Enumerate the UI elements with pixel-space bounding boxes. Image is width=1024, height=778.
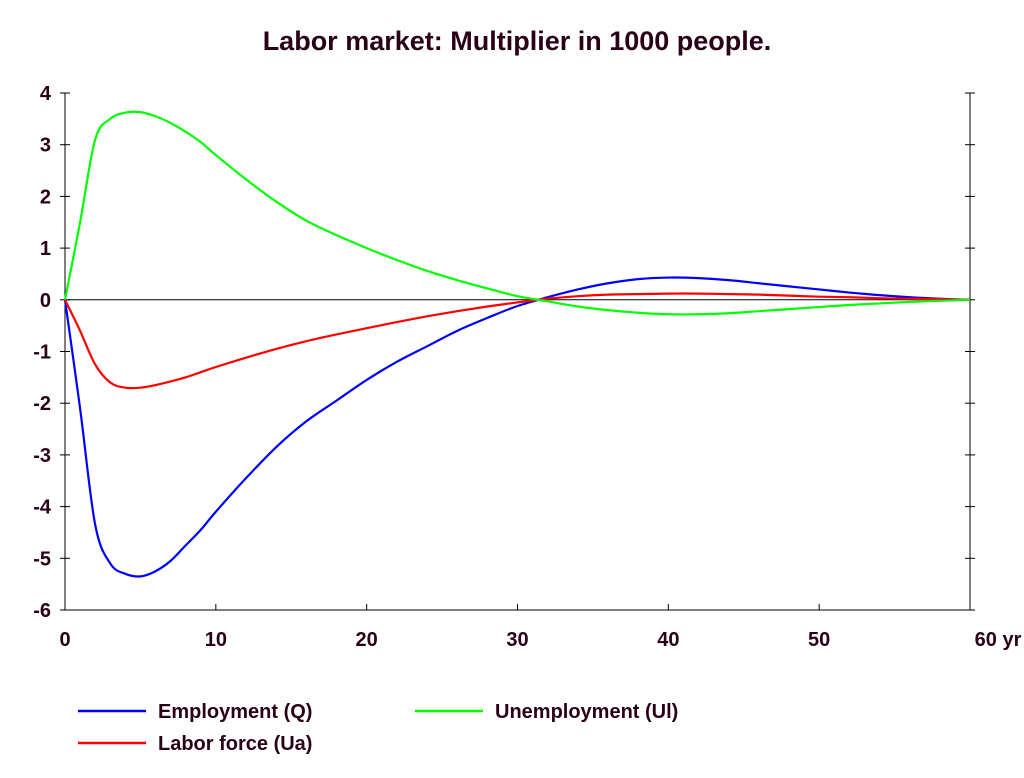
y-tick-label: -3 bbox=[33, 445, 51, 467]
x-tick-label: 20 bbox=[356, 629, 378, 651]
x-tick-label: 30 bbox=[506, 629, 528, 651]
x-tick-label: 40 bbox=[657, 629, 679, 651]
series-lines bbox=[63, 110, 971, 578]
y-tick-label: -6 bbox=[33, 600, 51, 622]
series-line-employment bbox=[63, 276, 971, 578]
chart-title: Labor market: Multiplier in 1000 people. bbox=[263, 26, 772, 56]
y-tick-label: -5 bbox=[33, 548, 51, 570]
y-tick-label: 3 bbox=[40, 135, 51, 157]
legend-label: Unemployment (Ul) bbox=[495, 701, 678, 723]
x-tick-label: 50 bbox=[808, 629, 830, 651]
x-tick-label: 0 bbox=[59, 629, 70, 651]
legend: Employment (Q) Unemployment (Ul) Labor for… bbox=[78, 701, 678, 755]
y-tick-label: -1 bbox=[33, 342, 51, 364]
y-tick-label: 4 bbox=[40, 83, 52, 105]
y-tick-label: -4 bbox=[33, 497, 52, 519]
y-tick-label: 2 bbox=[40, 186, 51, 208]
y-tick-label: 0 bbox=[40, 290, 51, 312]
series-line-labor-force bbox=[64, 292, 971, 390]
x-tick-label: 60 yr bbox=[975, 629, 1022, 651]
y-tick-label: 1 bbox=[40, 238, 51, 260]
legend-label: Labor force (Ua) bbox=[158, 733, 312, 755]
series-line-unemployment bbox=[63, 110, 971, 316]
x-tick-label: 10 bbox=[205, 629, 227, 651]
y-tick-label: -2 bbox=[33, 393, 51, 415]
legend-label: Employment (Q) bbox=[158, 701, 312, 723]
